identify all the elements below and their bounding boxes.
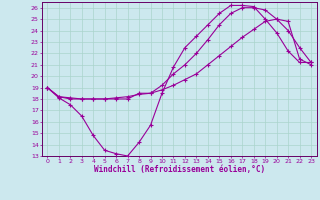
X-axis label: Windchill (Refroidissement éolien,°C): Windchill (Refroidissement éolien,°C) <box>94 165 265 174</box>
